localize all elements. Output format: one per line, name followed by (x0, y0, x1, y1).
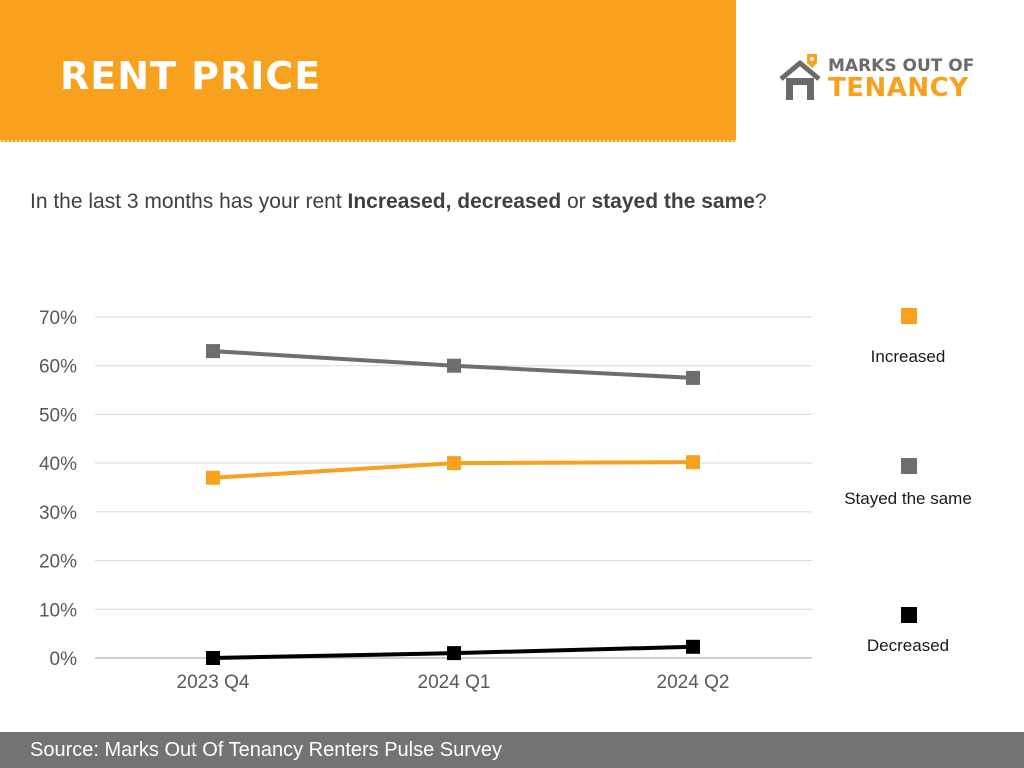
question-text-part3: or (561, 190, 592, 213)
y-tick-label: 0% (50, 649, 78, 670)
x-tick-label: 2024 Q2 (657, 672, 730, 693)
y-tick-label: 60% (39, 357, 77, 378)
y-tick-label: 70% (39, 308, 77, 329)
data-point-stayed-the-same (447, 358, 461, 373)
x-tick-label: 2024 Q1 (418, 672, 491, 693)
house-pin-icon (779, 54, 821, 100)
legend-label-increased: Increased (871, 347, 946, 366)
question-emphasis-stayed: stayed the same (591, 190, 755, 213)
y-tick-label: 20% (39, 552, 77, 573)
legend-label-stayed-the-same: Stayed the same (844, 489, 972, 508)
data-point-decreased (447, 646, 461, 661)
data-point-stayed-the-same (686, 370, 700, 385)
data-point-increased (206, 470, 220, 485)
y-tick-label: 30% (39, 503, 77, 524)
y-tick-label: 50% (39, 405, 77, 426)
y-tick-label: 40% (39, 454, 77, 475)
legend-marker-increased (901, 308, 917, 324)
page-title: RENT PRICE (60, 54, 322, 98)
line-chart: 0% 10% 20% 30% 40% 50% 60% 70% 2023 Q4 2024 Q1 202… (39, 308, 972, 693)
source-note: Source: Marks Out Of Tenancy Renters Pul… (30, 739, 503, 761)
survey-question: In the last 3 months has your rent Incre… (30, 188, 767, 216)
header-bar: RENT PRICE (0, 0, 736, 142)
logo-text-line2: TENANCY (828, 73, 969, 103)
legend-marker-stayed-the-same (901, 458, 917, 474)
brand-logo: MARKS OUT OF TENANCY (778, 52, 998, 104)
data-point-stayed-the-same (206, 344, 220, 359)
logo-text-line1: MARKS OUT OF (828, 56, 975, 76)
x-tick-label: 2023 Q4 (177, 672, 250, 693)
data-point-increased (447, 456, 461, 471)
footer-bar: Source: Marks Out Of Tenancy Renters Pul… (0, 732, 1024, 768)
legend-label-decreased: Decreased (867, 636, 949, 655)
data-point-decreased (686, 639, 700, 654)
y-tick-label: 10% (39, 600, 77, 621)
question-text-part5: ? (754, 190, 767, 213)
data-point-decreased (206, 651, 220, 665)
legend-marker-decreased (901, 607, 917, 623)
question-emphasis-increased-decreased: Increased, decreased (347, 190, 562, 213)
question-text-part1: In the last 3 months has your rent (30, 190, 348, 213)
data-point-increased (686, 455, 700, 470)
